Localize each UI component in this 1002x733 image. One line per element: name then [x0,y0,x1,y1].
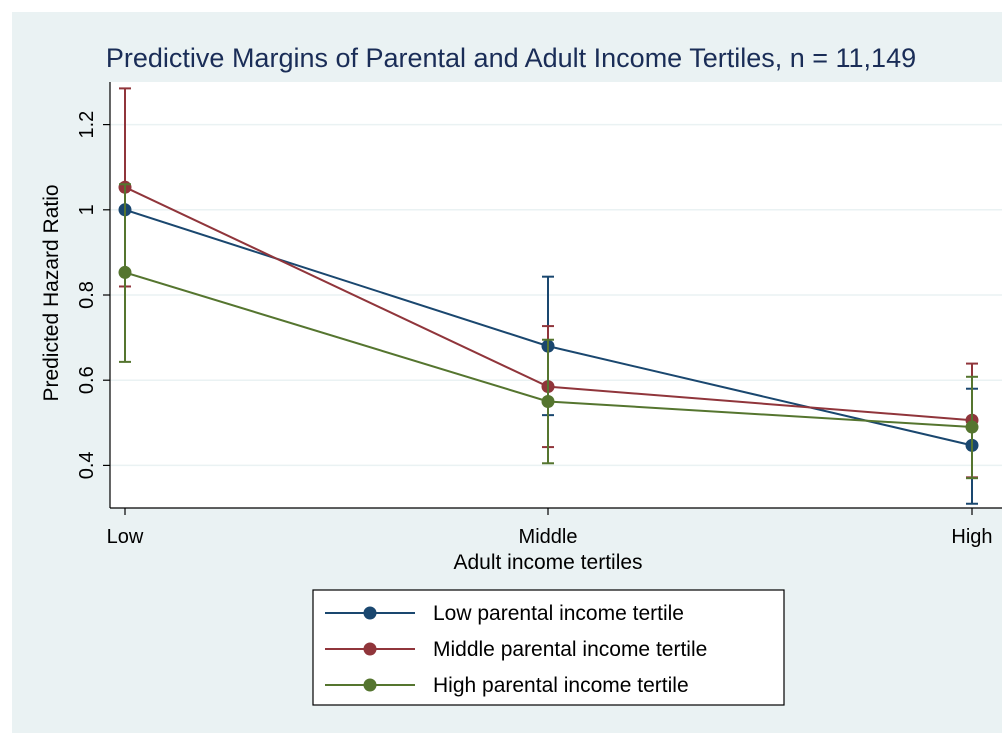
series-2 [118,183,979,480]
legend-marker-2 [363,678,377,692]
y-tick-label-0: 0.4 [76,451,98,479]
data-point-2-0 [118,265,132,279]
y-tick-label-2: 0.8 [76,281,98,309]
legend-label-0: Low parental income tertile [433,602,684,625]
grid-layer [110,123,1002,467]
y-tick-layer: 0.4 0.6 0.8 1 1.2 [76,111,110,479]
legend-label-1: Middle parental income tertile [433,638,707,661]
y-tick-label-4: 1.2 [76,111,98,139]
legend-marker-0 [363,606,377,620]
y-tick-label-3: 1 [76,204,98,215]
data-point-2-2 [965,420,979,434]
data-point-2-1 [541,395,555,408]
x-tick-label-1: Middle [519,526,578,548]
series-layer [118,87,979,505]
legend: Low parental income tertile Middle parent… [312,589,785,706]
y-axis-title: Predicted Hazard Ratio [40,184,63,401]
y-tick-label-1: 0.6 [76,366,98,394]
legend-marker-1 [363,642,377,656]
x-axis-title: Adult income tertiles [453,551,642,574]
x-tick-label-2: High [951,526,992,548]
x-tick-label-0: Low [107,526,144,548]
x-tick-layer: Low Middle High [107,508,993,548]
legend-label-2: High parental income tertile [433,674,689,697]
chart-title: Predictive Margins of Parental and Adult… [106,43,916,73]
